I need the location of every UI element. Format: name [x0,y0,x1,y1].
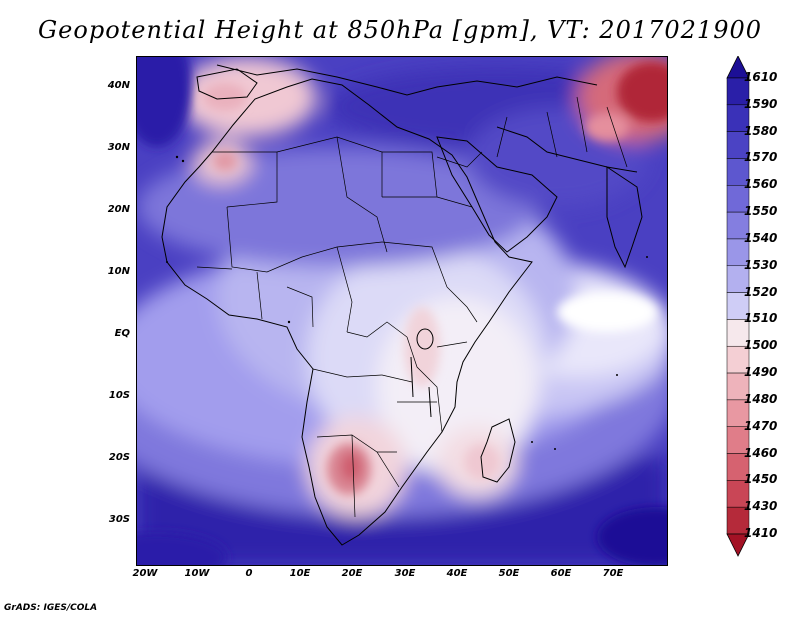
lon-tick-label: 40E [446,568,468,579]
lat-tick-label: EQ [114,328,130,339]
colorbar-level-label: 1610 [744,70,778,84]
lon-tick-label: 50E [498,568,520,579]
colorbar-level-label: 1520 [744,284,778,299]
colorbar-level-label: 1470 [744,418,778,433]
lon-tick-label: 10W [184,568,210,579]
lat-tick-label: 10S [108,390,130,401]
colorbar-level-label: 1490 [744,365,778,380]
colorbar-level-label: 1460 [744,445,778,460]
colorbar-level-label: 1570 [744,150,778,165]
islands [166,155,648,450]
colorbar-level-label: 1500 [744,338,778,353]
colorbar-level-label: 1480 [744,391,778,406]
colorbar-bottom-arrow [726,533,750,557]
lat-tick-label: 10N [107,266,130,277]
colorbar-level-label: 1410 [744,526,778,540]
lon-tick-label: 60E [550,568,572,579]
lon-tick-label: 20E [341,568,363,579]
lakes [410,328,434,418]
map-title: Geopotential Height at 850hPa [gpm], VT:… [38,16,762,44]
colorbar-level-label: 1550 [744,204,778,219]
map-plot-area [136,56,668,566]
lon-tick-label: 0 [245,568,253,579]
colorbar-level-label: 1510 [744,311,778,326]
geopotential-map [137,57,667,565]
lat-tick-label: 30S [108,514,130,525]
lat-tick-label: 40N [107,80,130,91]
lat-tick-label: 30N [107,142,130,153]
colorbar-level-label: 1580 [744,123,778,138]
country-borders [196,96,628,518]
coastline-outline [161,64,643,546]
colorbar-level-label: 1560 [744,177,778,192]
lat-tick-label: 20N [107,204,130,215]
colorbar-level-label: 1450 [744,472,778,487]
colorbar-level-label: 1430 [744,499,778,514]
credit-text: GrADS: IGES/COLA [4,603,98,613]
lon-tick-label: 10E [289,568,311,579]
field-hotspots [137,57,667,565]
colorbar-level-label: 1540 [744,230,778,245]
colorbar [726,56,750,557]
colorbar-level-label: 1530 [744,257,778,272]
colorbar-level-label: 1590 [744,96,778,111]
lon-tick-label: 70E [602,568,624,579]
lat-tick-label: 20S [108,452,130,463]
lon-tick-label: 30E [394,568,416,579]
lon-tick-label: 20W [132,568,158,579]
